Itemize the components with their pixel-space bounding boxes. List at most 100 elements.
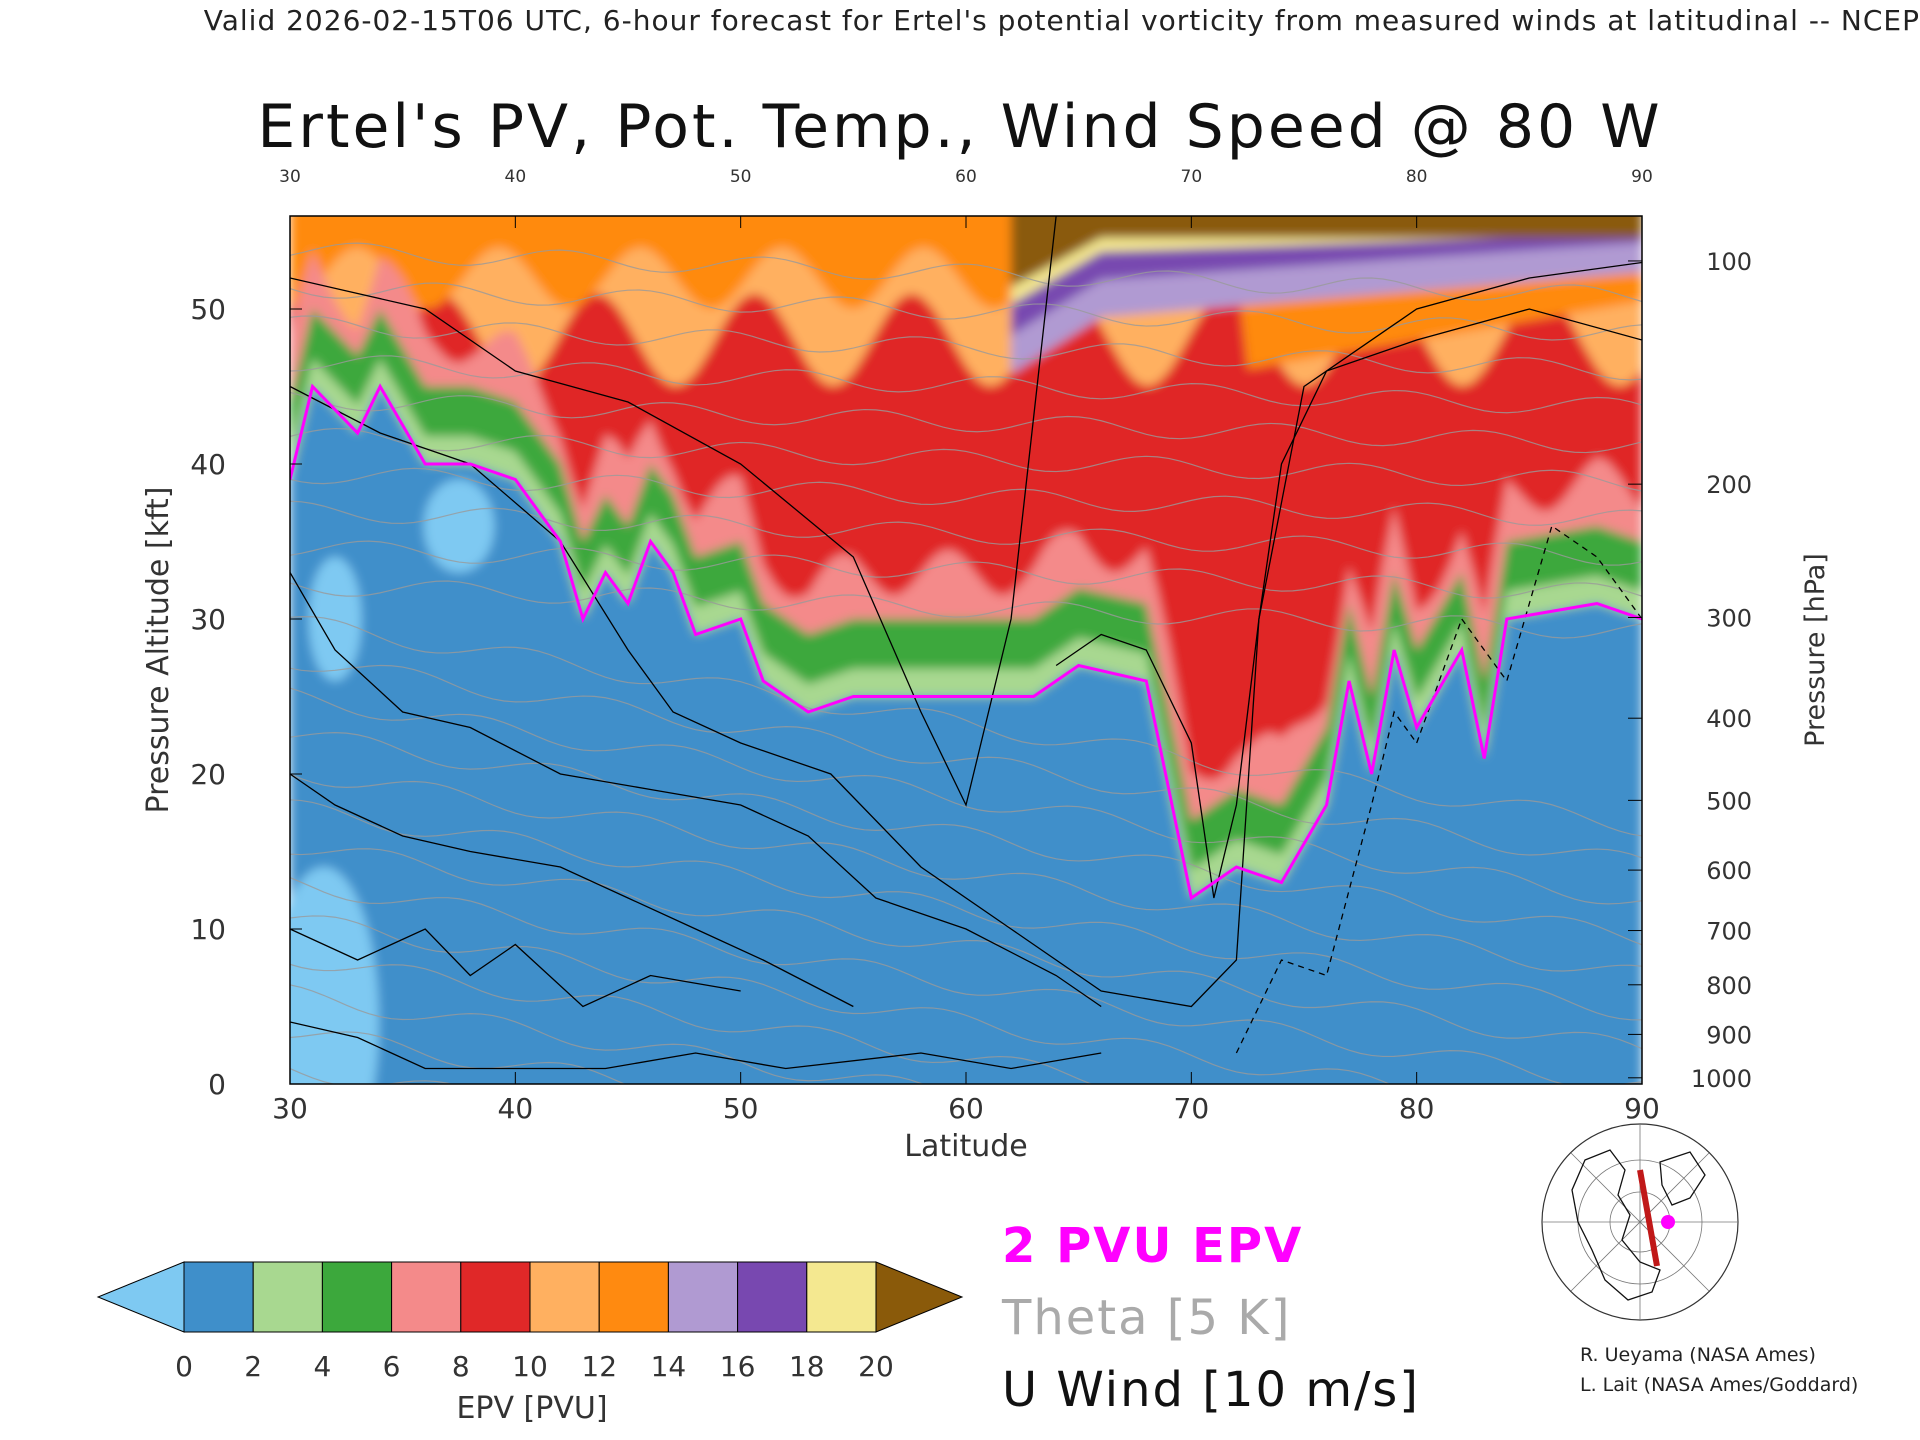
theta-contours — [290, 242, 1642, 1084]
y-tick-label: 10 — [190, 913, 226, 946]
x-tick-label: 30 — [272, 1092, 308, 1125]
theta-contour — [290, 915, 1391, 1084]
pressure-axis-label: Pressure [hPa] — [1800, 553, 1831, 747]
pressure-tick-label: 700 — [1706, 918, 1752, 946]
wind-contour — [1235, 710, 1418, 1054]
colorbar-swatch — [806, 1261, 877, 1333]
colorbar-swatch — [529, 1261, 600, 1333]
wind-contour — [290, 928, 741, 1008]
theta-contour — [290, 616, 1642, 837]
pressure-tick-label: 900 — [1706, 1021, 1752, 1049]
theta-contour — [290, 687, 1642, 905]
colorbar-tick-label: 8 — [452, 1350, 470, 1383]
x-tick-label: 90 — [1624, 1092, 1660, 1125]
locator-map-meridian-d2 — [1570, 1152, 1710, 1292]
theta-contour — [290, 799, 1642, 1021]
colorbar-swatch — [667, 1261, 739, 1333]
x-tick-label: 60 — [948, 1092, 984, 1125]
wind-contour — [290, 773, 854, 1008]
theta-contour — [290, 427, 1642, 492]
locator-map-land-north-america — [1571, 1149, 1661, 1301]
colorbar-swatch — [598, 1261, 669, 1333]
x-tick-label: 40 — [498, 1092, 534, 1125]
theta-contour — [290, 355, 1642, 414]
colorbar-tick-label: 4 — [313, 1350, 331, 1383]
colorbar-tick-label: 20 — [858, 1350, 894, 1383]
y-tick-label: 0 — [208, 1068, 226, 1101]
credit-line-2: L. Lait (NASA Ames/Goddard) — [1580, 1374, 1859, 1396]
colorbar-swatch — [460, 1261, 531, 1333]
theta-contour — [290, 500, 1642, 566]
x-tick-label: 50 — [723, 1092, 759, 1125]
colorbar-under-arrow — [96, 1261, 185, 1333]
colorbar-swatch — [391, 1261, 462, 1333]
wind-contour — [290, 261, 1642, 1008]
epv-band-18-20 — [1011, 216, 1642, 305]
theta-contour — [290, 877, 1642, 1084]
colorbar-tick-label: 16 — [720, 1350, 756, 1383]
pressure-tick-label: 500 — [1706, 787, 1752, 815]
colorbar: 0 2 4 6 8 10 12 14 16 18 20 — [96, 1261, 964, 1383]
x-tick-label-top: 40 — [505, 167, 527, 187]
y-tick-label: 20 — [190, 758, 226, 791]
x-axis-label: Latitude — [904, 1129, 1027, 1164]
y-tick-label: 40 — [190, 448, 226, 481]
colorbar-tick-label: 2 — [244, 1350, 262, 1383]
wind-contour — [290, 216, 1057, 807]
theta-contour — [290, 315, 1642, 381]
theta-contour — [290, 540, 1642, 599]
pressure-tick-label: 100 — [1706, 248, 1752, 276]
credit-line-1: R. Ueyama (NASA Ames) — [1580, 1344, 1816, 1366]
y-axis-label: Pressure Altitude [kft] — [141, 487, 176, 814]
pressure-tick-label: 800 — [1706, 972, 1752, 1000]
wind-contour — [290, 1021, 1102, 1070]
locator-map-cross-section-line — [1637, 1169, 1660, 1267]
theta-contour — [290, 963, 1094, 1084]
x-tick-label-top: 80 — [1406, 167, 1428, 187]
pressure-tick-label: 600 — [1706, 857, 1752, 885]
epv-pocket-0 — [290, 867, 379, 1084]
colorbar-label: EPV [PVU] — [456, 1391, 607, 1426]
locator-map-land-greenland — [1659, 1151, 1706, 1206]
theta-contour — [290, 732, 1642, 946]
colorbar-tick-label: 0 — [175, 1350, 193, 1383]
theta-contour — [290, 391, 1642, 454]
wind-contour — [1416, 524, 1642, 744]
legend-theta: Theta [5 K] — [1001, 1290, 1292, 1346]
colorbar-tick-label: 18 — [789, 1350, 825, 1383]
theta-contour — [290, 664, 1642, 859]
locator-map-marker — [1661, 1215, 1675, 1229]
legend-pvu: 2 PVU EPV — [1002, 1218, 1303, 1274]
theta-contour — [290, 773, 1642, 972]
theta-contour — [290, 1031, 626, 1084]
y-tick-label: 50 — [190, 293, 226, 326]
colorbar-tick-label: 14 — [651, 1350, 687, 1383]
colorbar-swatch — [737, 1261, 808, 1333]
x-tick-label: 70 — [1174, 1092, 1210, 1125]
colorbar-tick-label: 12 — [581, 1350, 617, 1383]
theta-contour — [290, 467, 1642, 526]
pressure-tick-label: 300 — [1706, 604, 1752, 632]
wind-contour — [1055, 308, 1642, 899]
plot-area — [290, 216, 1642, 1084]
x-tick-label-top: 60 — [955, 167, 977, 187]
epv-pocket-2 — [308, 557, 362, 681]
colorbar-tick-label: 6 — [383, 1350, 401, 1383]
x-tick-label: 80 — [1399, 1092, 1435, 1125]
colorbar-swatch — [321, 1261, 393, 1333]
x-tick-label-top: 90 — [1631, 167, 1653, 187]
x-tick-label-top: 30 — [279, 167, 301, 187]
colorbar-swatch — [183, 1261, 254, 1333]
chart-title: Ertel's PV, Pot. Temp., Wind Speed @ 80 … — [257, 92, 1663, 162]
wind-contours — [290, 216, 1642, 1070]
epv-band-0-2 — [290, 386, 1642, 1084]
theta-contour — [290, 984, 925, 1084]
pressure-tick-label: 200 — [1706, 471, 1752, 499]
pressure-tick-label: 1000 — [1691, 1065, 1752, 1093]
axes: 3030404050506060707080809090010203040501… — [190, 167, 1752, 1125]
x-tick-label-top: 70 — [1181, 167, 1203, 187]
y-tick-label: 30 — [190, 603, 226, 636]
wind-contour — [290, 572, 1102, 1008]
epv-band-over-20 — [1011, 216, 1642, 288]
theta-contour — [290, 242, 1642, 303]
